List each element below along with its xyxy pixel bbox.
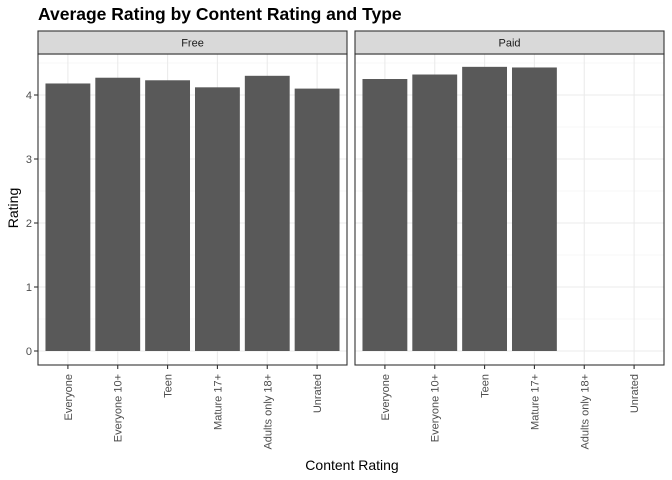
facet-strip-label: Free bbox=[181, 38, 204, 50]
y-axis-title: Rating bbox=[5, 188, 21, 228]
x-tick-label: Mature 17+ bbox=[529, 374, 541, 430]
bar bbox=[294, 88, 340, 351]
bar bbox=[244, 75, 290, 352]
x-tick-label: Unrated bbox=[629, 374, 641, 413]
bar bbox=[145, 80, 191, 351]
bar bbox=[95, 77, 141, 351]
bar bbox=[194, 87, 240, 351]
x-tick-label: Adults only 18+ bbox=[262, 374, 274, 450]
bar bbox=[45, 83, 91, 351]
x-tick-label: Teen bbox=[480, 374, 492, 398]
x-tick-label: Adults only 18+ bbox=[579, 374, 591, 450]
y-tick-label: 4 bbox=[26, 90, 32, 102]
facet-strip bbox=[354, 30, 665, 55]
bar bbox=[511, 67, 557, 351]
y-tick-label: 2 bbox=[26, 218, 32, 230]
x-tick-label: Teen bbox=[163, 374, 175, 398]
y-tick-label: 1 bbox=[26, 282, 32, 294]
x-tick-label: Unrated bbox=[312, 374, 324, 413]
bar bbox=[462, 66, 508, 351]
facet-strip-label: Paid bbox=[498, 38, 520, 50]
x-tick-label: Everyone bbox=[63, 374, 75, 420]
y-tick-label: 0 bbox=[26, 346, 32, 358]
facet-strip bbox=[37, 30, 348, 55]
bar bbox=[362, 79, 408, 351]
x-tick-label: Everyone 10+ bbox=[430, 374, 442, 442]
x-tick-label: Everyone bbox=[380, 374, 392, 420]
y-tick-label: 3 bbox=[26, 154, 32, 166]
x-axis-title: Content Rating bbox=[305, 457, 398, 473]
bar bbox=[412, 74, 458, 352]
x-tick-label: Mature 17+ bbox=[212, 374, 224, 430]
x-tick-label: Everyone 10+ bbox=[113, 374, 125, 442]
chart-title: Average Rating by Content Rating and Typ… bbox=[38, 4, 402, 24]
